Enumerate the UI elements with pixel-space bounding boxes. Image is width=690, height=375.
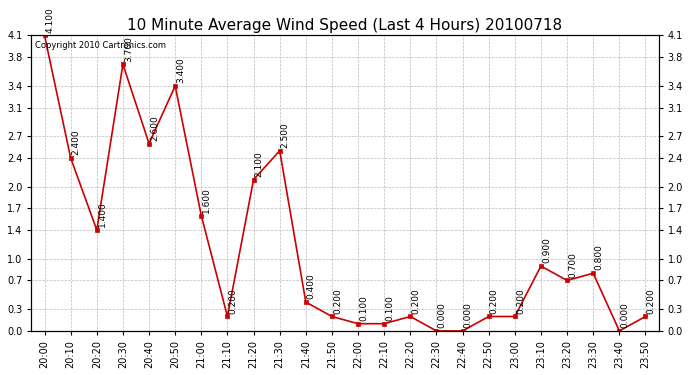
Text: Copyright 2010 Cartronics.com: Copyright 2010 Cartronics.com (34, 41, 166, 50)
Text: 0.900: 0.900 (542, 237, 551, 263)
Text: 3.700: 3.700 (124, 36, 133, 62)
Text: 1.400: 1.400 (98, 201, 107, 227)
Text: 1.600: 1.600 (202, 187, 211, 213)
Text: 0.200: 0.200 (228, 288, 237, 314)
Text: 2.600: 2.600 (150, 115, 159, 141)
Text: 4.100: 4.100 (46, 7, 55, 33)
Text: 0.200: 0.200 (490, 288, 499, 314)
Text: 0.400: 0.400 (307, 273, 316, 299)
Text: 0.000: 0.000 (620, 302, 629, 328)
Text: 0.200: 0.200 (333, 288, 342, 314)
Text: 0.200: 0.200 (516, 288, 525, 314)
Text: 0.100: 0.100 (359, 295, 368, 321)
Text: 2.500: 2.500 (281, 122, 290, 148)
Text: 0.200: 0.200 (647, 288, 656, 314)
Text: 0.800: 0.800 (594, 244, 603, 270)
Title: 10 Minute Average Wind Speed (Last 4 Hours) 20100718: 10 Minute Average Wind Speed (Last 4 Hou… (128, 18, 562, 33)
Text: 0.700: 0.700 (568, 252, 577, 278)
Text: 2.400: 2.400 (72, 130, 81, 155)
Text: 0.100: 0.100 (385, 295, 394, 321)
Text: 0.000: 0.000 (437, 302, 446, 328)
Text: 0.200: 0.200 (411, 288, 420, 314)
Text: 0.000: 0.000 (464, 302, 473, 328)
Text: 2.100: 2.100 (255, 151, 264, 177)
Text: 3.400: 3.400 (176, 57, 185, 83)
